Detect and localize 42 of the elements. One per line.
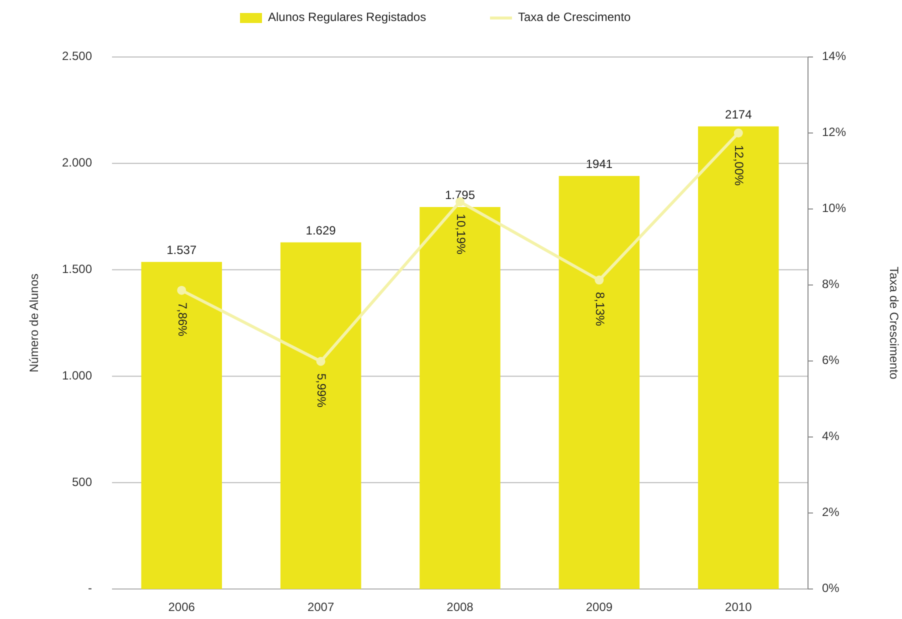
- y2-tick-label: 2%: [822, 505, 840, 520]
- legend-label: Alunos Regulares Registados: [268, 10, 426, 24]
- data-label: 1941: [586, 156, 613, 171]
- bar: [280, 242, 362, 589]
- y2-tick-label: 8%: [822, 277, 840, 292]
- legend-label: Taxa de Crescimento: [518, 10, 632, 24]
- data-label: 1.629: [306, 223, 336, 238]
- data-label: 5,99%: [314, 373, 329, 408]
- y2-tick-label: 6%: [822, 353, 840, 368]
- y2-tick-label: 4%: [822, 429, 840, 444]
- data-label: 1.537: [166, 242, 197, 257]
- bar: [558, 176, 640, 589]
- data-label: 7,86%: [175, 302, 190, 337]
- data-label: 1.795: [444, 188, 476, 202]
- x-tick-label: 2006: [168, 600, 196, 614]
- y-axis-title: Número de Alunos: [27, 274, 41, 372]
- point: [734, 128, 743, 138]
- x-tick-label: 2009: [586, 600, 613, 614]
- x-tick-label: 2010: [725, 600, 752, 614]
- point: [594, 276, 604, 285]
- data-label: 8,13%: [593, 292, 608, 326]
- bar: [698, 126, 779, 589]
- data-label: 10,19%: [454, 214, 468, 255]
- y2-axis-title: Taxa de Crescimento: [887, 266, 901, 380]
- y2-tick-label: 10%: [822, 201, 846, 216]
- point: [316, 356, 326, 366]
- point: [177, 286, 186, 295]
- x-tick-label: 2008: [446, 600, 474, 614]
- y-tick-label: 2.000: [62, 156, 92, 170]
- y-tick-label: 1.500: [62, 262, 92, 276]
- y-tick-label: 2.500: [62, 49, 92, 64]
- bar: [420, 207, 500, 589]
- y2-tick-label: 14%: [822, 49, 846, 64]
- data-label: 12,00%: [732, 145, 746, 186]
- bar: [141, 262, 222, 589]
- y-tick-label: 1.000: [62, 368, 92, 382]
- data-label: 2174: [725, 107, 752, 122]
- y2-tick-label: 0%: [822, 581, 840, 596]
- y-tick-label: -: [88, 581, 92, 596]
- y-tick-label: 500: [72, 474, 92, 489]
- x-tick-label: 2007: [307, 600, 334, 614]
- y2-tick-label: 12%: [822, 125, 846, 140]
